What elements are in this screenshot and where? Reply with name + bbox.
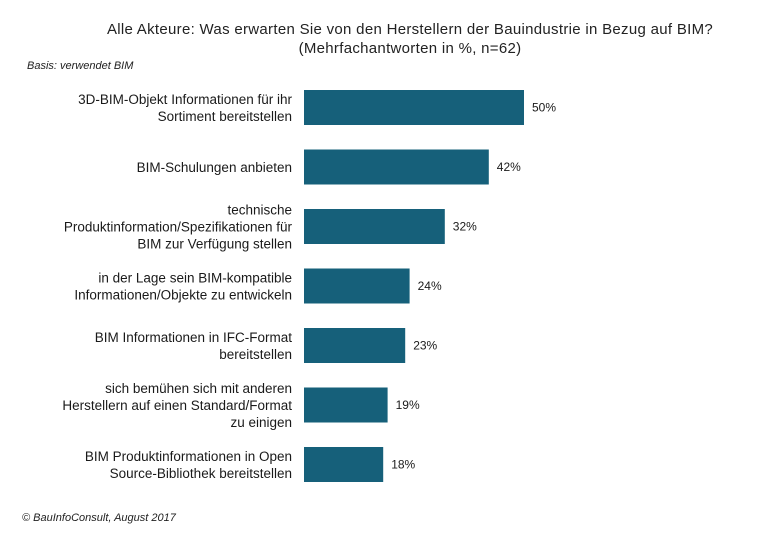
value-label-6: 19% (396, 398, 420, 412)
category-label-2: BIM-Schulungen anbieten (137, 160, 292, 175)
copyright-footer: © BauInfoConsult, August 2017 (22, 512, 176, 524)
bar-2 (304, 149, 489, 185)
value-label-1: 50% (532, 101, 556, 115)
value-label-4: 24% (418, 279, 442, 293)
bar-6 (304, 387, 388, 423)
chart-title: Alle Akteure: Was erwarten Sie von den H… (106, 21, 714, 38)
chart-subtitle: (Mehrfachantworten in %, n=62) (298, 40, 522, 57)
category-label-3: technische Produktinformation/Spezifikati… (64, 203, 293, 252)
value-label-2: 42% (497, 160, 521, 174)
category-label-4: in der Lage sein BIM-kompatible Informati… (74, 271, 292, 303)
value-label-3: 32% (453, 220, 477, 234)
category-label-7: BIM Produktinformationen in Open Source-B… (85, 449, 292, 481)
bar-5 (304, 328, 406, 363)
value-label-7: 18% (391, 458, 415, 472)
category-label-5: BIM Informationen in IFC-Format bereitste… (95, 330, 293, 362)
bar-7 (304, 447, 384, 482)
bar-1 (304, 90, 524, 125)
category-label-1: 3D-BIM-Objekt Informationen für ihr Sorti… (78, 92, 292, 124)
basis-note: Basis: verwendet BIM (27, 60, 134, 72)
value-label-5: 23% (413, 339, 437, 353)
bar-4 (304, 268, 410, 304)
bar-3 (304, 209, 445, 244)
category-label-6: sich bemühen sich mit anderen Herstellern… (62, 381, 292, 430)
